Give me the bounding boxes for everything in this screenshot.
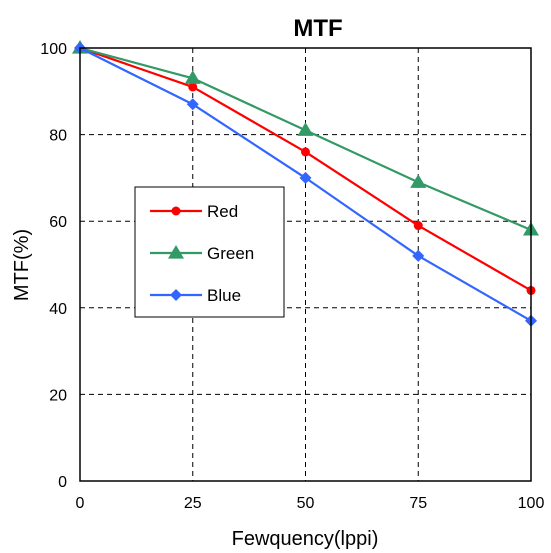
data-point-blue xyxy=(412,249,425,262)
y-tick-label: 20 xyxy=(49,387,67,404)
y-tick-label: 40 xyxy=(49,301,67,318)
data-point-red xyxy=(188,82,198,92)
legend-item-red: Red xyxy=(150,202,238,221)
y-tick-label: 80 xyxy=(49,128,67,145)
x-tick-label: 75 xyxy=(409,495,427,512)
series-layer xyxy=(72,40,539,327)
x-axis-label: Fewquency(lppi) xyxy=(232,528,379,550)
legend-marker-green xyxy=(168,245,184,259)
legend-label-blue: Blue xyxy=(207,286,241,305)
legend-marker-blue xyxy=(170,289,182,301)
x-tick-label: 25 xyxy=(184,495,202,512)
x-tick-label: 100 xyxy=(518,495,545,512)
chart-title: MTF xyxy=(293,15,342,42)
data-point-green xyxy=(184,70,201,84)
data-point-blue xyxy=(299,171,312,184)
data-point-blue xyxy=(186,98,199,111)
data-point-green xyxy=(297,122,314,136)
legend-label-green: Green xyxy=(207,244,254,263)
tick-labels: 0 25 50 75 100 0 20 40 60 80 100 xyxy=(40,41,544,512)
legend-marker-red xyxy=(171,206,181,216)
y-tick-label: 0 xyxy=(58,474,67,491)
legend: Red Green Blue xyxy=(134,186,285,318)
plot-frame xyxy=(79,47,532,482)
legend-label-red: Red xyxy=(207,202,238,221)
y-tick-label: 60 xyxy=(49,214,67,231)
y-axis-label: MTF(%) xyxy=(11,229,33,301)
x-tick-label: 0 xyxy=(76,495,85,512)
legend-item-green: Green xyxy=(150,244,254,263)
data-point-red xyxy=(301,147,310,157)
data-point-red xyxy=(413,221,423,231)
legend-item-blue: Blue xyxy=(150,286,241,305)
data-point-green xyxy=(410,174,427,188)
y-tick-label: 100 xyxy=(40,41,67,58)
x-tick-label: 50 xyxy=(297,495,315,512)
